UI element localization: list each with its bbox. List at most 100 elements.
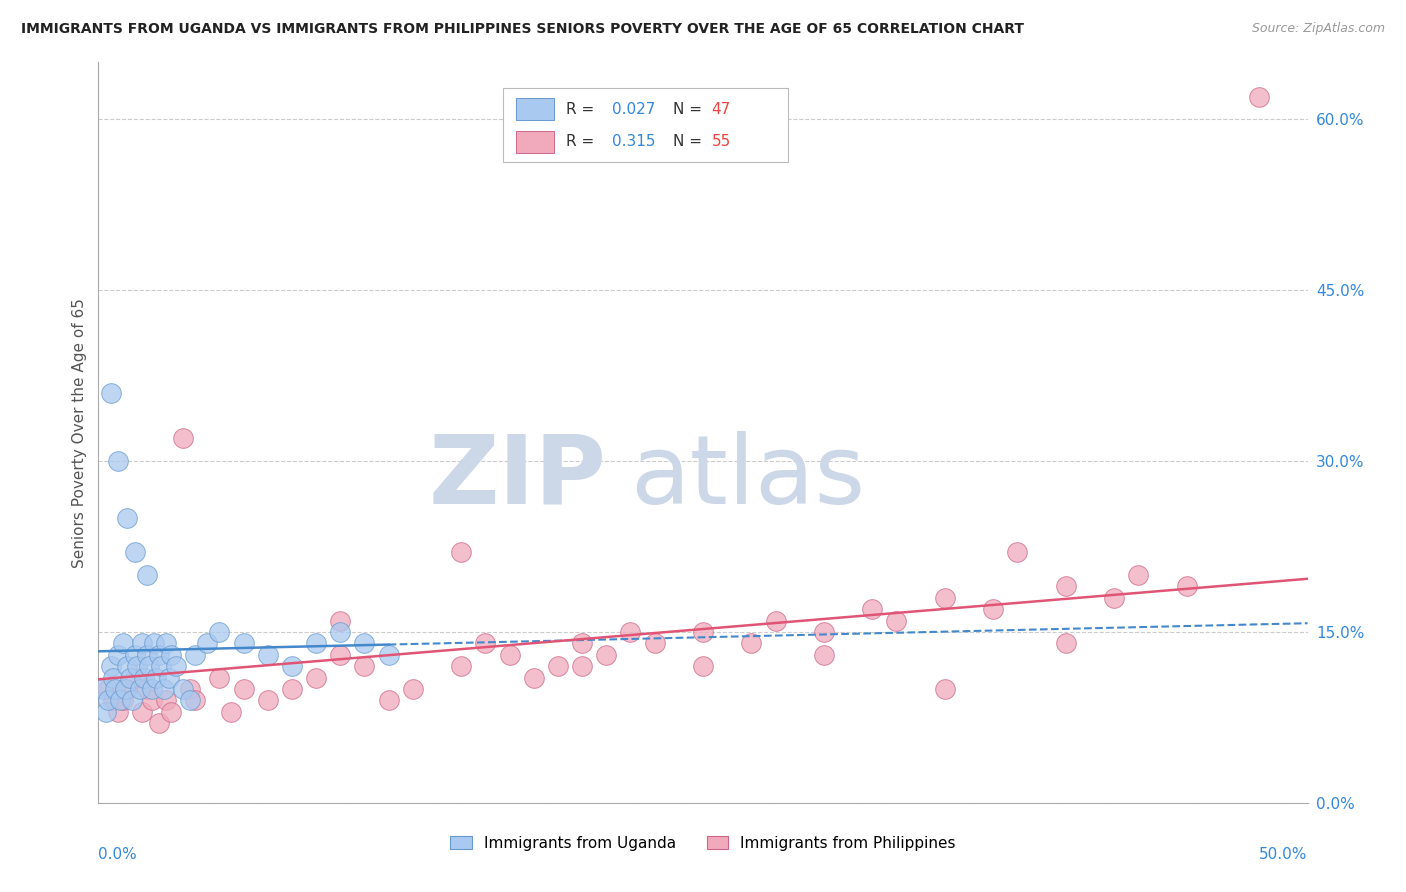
Point xyxy=(160,648,183,662)
Point xyxy=(100,385,122,400)
Text: R =: R = xyxy=(567,134,605,149)
Point xyxy=(402,681,425,696)
Point xyxy=(571,659,593,673)
Point xyxy=(1054,636,1077,650)
Point xyxy=(281,659,304,673)
Point xyxy=(208,624,231,639)
Point xyxy=(765,614,787,628)
Point xyxy=(1128,568,1150,582)
Text: atlas: atlas xyxy=(630,431,866,524)
Point xyxy=(97,693,120,707)
FancyBboxPatch shape xyxy=(503,88,787,162)
Point xyxy=(179,681,201,696)
Point xyxy=(619,624,641,639)
Point xyxy=(184,648,207,662)
Point xyxy=(155,636,177,650)
Point xyxy=(886,614,908,628)
Point xyxy=(329,614,352,628)
Point xyxy=(101,671,124,685)
Text: N =: N = xyxy=(673,134,707,149)
Text: 55: 55 xyxy=(711,134,731,149)
Point xyxy=(141,693,163,707)
Point xyxy=(256,693,278,707)
Point xyxy=(117,659,139,673)
Text: ZIP: ZIP xyxy=(429,431,606,524)
Point xyxy=(107,705,129,719)
Text: 0.0%: 0.0% xyxy=(98,847,138,863)
FancyBboxPatch shape xyxy=(516,130,554,153)
FancyBboxPatch shape xyxy=(516,98,554,120)
Point xyxy=(184,693,207,707)
Point xyxy=(860,602,883,616)
Point xyxy=(221,705,243,719)
Legend: Immigrants from Uganda, Immigrants from Philippines: Immigrants from Uganda, Immigrants from … xyxy=(450,836,956,851)
Point xyxy=(143,636,166,650)
Point xyxy=(1007,545,1029,559)
Text: 50.0%: 50.0% xyxy=(1260,847,1308,863)
Point xyxy=(450,659,472,673)
Point xyxy=(571,636,593,650)
Point xyxy=(232,681,254,696)
Point xyxy=(450,545,472,559)
Point xyxy=(1175,579,1198,593)
Point xyxy=(353,636,375,650)
Point xyxy=(1249,89,1271,103)
Point xyxy=(135,648,157,662)
Text: 47: 47 xyxy=(711,102,731,117)
Point xyxy=(114,681,136,696)
Point xyxy=(305,671,328,685)
Point xyxy=(232,636,254,650)
Point xyxy=(134,671,156,685)
Point xyxy=(94,705,117,719)
Point xyxy=(124,671,146,685)
Point xyxy=(157,671,180,685)
Point xyxy=(111,693,134,707)
Point xyxy=(121,693,143,707)
Point xyxy=(108,693,131,707)
Point xyxy=(353,659,375,673)
Point xyxy=(281,681,304,696)
Point xyxy=(128,681,150,696)
Point xyxy=(179,693,201,707)
Point xyxy=(127,659,149,673)
Point xyxy=(148,648,170,662)
Point xyxy=(150,659,173,673)
Point xyxy=(644,636,666,650)
Point xyxy=(377,648,399,662)
Point xyxy=(107,648,129,662)
Point xyxy=(117,681,139,696)
Point xyxy=(329,648,352,662)
Point xyxy=(97,681,120,696)
Point xyxy=(111,636,134,650)
Point xyxy=(1102,591,1125,605)
Point xyxy=(934,591,956,605)
Point xyxy=(138,659,160,673)
Point xyxy=(740,636,762,650)
Point xyxy=(305,636,328,650)
Point xyxy=(131,636,153,650)
Point xyxy=(100,659,122,673)
Point xyxy=(155,693,177,707)
Point xyxy=(1054,579,1077,593)
Point xyxy=(165,659,187,673)
Point xyxy=(474,636,496,650)
Point xyxy=(152,681,174,696)
Point xyxy=(118,671,141,685)
Point xyxy=(148,716,170,731)
Point xyxy=(498,648,520,662)
Point xyxy=(117,511,139,525)
Point xyxy=(934,681,956,696)
Point xyxy=(135,568,157,582)
Point xyxy=(131,705,153,719)
Point xyxy=(692,624,714,639)
Point xyxy=(107,454,129,468)
Point xyxy=(124,648,146,662)
Text: IMMIGRANTS FROM UGANDA VS IMMIGRANTS FROM PHILIPPINES SENIORS POVERTY OVER THE A: IMMIGRANTS FROM UGANDA VS IMMIGRANTS FRO… xyxy=(21,22,1024,37)
Point xyxy=(195,636,218,650)
Point xyxy=(135,681,157,696)
Point xyxy=(104,681,127,696)
Point xyxy=(124,545,146,559)
Text: R =: R = xyxy=(567,102,605,117)
Point xyxy=(329,624,352,639)
Point xyxy=(160,705,183,719)
